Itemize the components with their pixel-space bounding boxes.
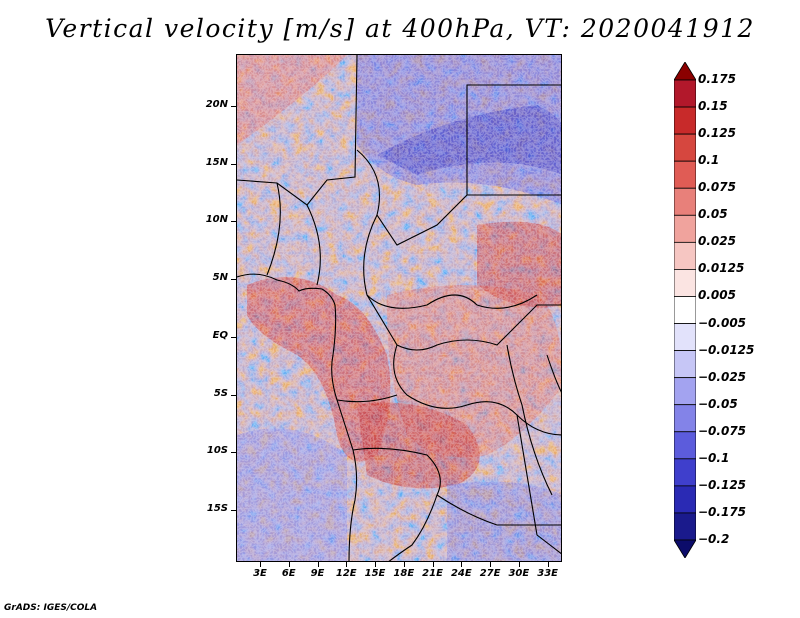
colorbar-segment <box>674 323 696 351</box>
colorbar-segment <box>674 241 696 270</box>
colorbar-segment <box>674 296 696 324</box>
colorbar-segment <box>674 485 696 514</box>
lon-tick <box>490 562 492 567</box>
lon-tick <box>461 562 463 567</box>
colorbar-segment <box>674 133 696 162</box>
colorbar-top-arrow <box>674 62 696 81</box>
country-borders <box>237 55 561 561</box>
lon-tick <box>346 562 348 567</box>
colorbar-label: 0.125 <box>698 126 736 141</box>
figure-title: Vertical velocity [m/s] at 400hPa, VT: 2… <box>45 14 755 43</box>
colorbar-segment <box>674 214 696 243</box>
colorbar-segment <box>674 512 696 541</box>
colorbar-segment <box>674 269 696 297</box>
lon-tick <box>403 562 405 567</box>
colorbar-label: −0.2 <box>698 532 730 546</box>
lon-label: 3E <box>253 568 267 579</box>
lat-tick <box>231 163 236 165</box>
lon-label: 6E <box>281 568 296 579</box>
colorbar-label: −0.0125 <box>698 342 755 357</box>
colorbar-segment <box>674 404 696 433</box>
colorbar-segment <box>674 458 696 487</box>
lon-label: 33E <box>537 568 558 579</box>
colorbar-segment <box>674 106 696 135</box>
colorbar-label: −0.025 <box>698 369 747 384</box>
lon-label: 24E <box>450 568 472 579</box>
colorbar-label: 0.005 <box>698 288 736 303</box>
colorbar-segment <box>674 377 696 406</box>
lat-label: 20N <box>205 98 228 110</box>
colorbar-segment <box>674 187 696 216</box>
colorbar-segment <box>674 431 696 460</box>
lon-tick <box>432 562 434 567</box>
colorbar-label: 0.175 <box>698 72 736 86</box>
colorbar-label: 0.075 <box>698 180 736 195</box>
colorbar-label: 0.0125 <box>698 261 745 276</box>
map-panel <box>236 54 562 562</box>
lat-tick <box>231 221 236 223</box>
colorbar-label: −0.125 <box>698 477 747 492</box>
lon-tick <box>259 562 261 567</box>
colorbar-label: 0.15 <box>698 99 728 114</box>
colorbar-label: −0.175 <box>698 504 747 519</box>
lat-label: 5S <box>213 387 228 399</box>
lat-tick <box>231 279 236 281</box>
lon-tick <box>375 562 377 567</box>
colorbar-label: −0.1 <box>698 450 730 465</box>
vertical-velocity-field <box>237 55 561 561</box>
lon-tick <box>518 562 520 567</box>
lon-tick <box>547 562 549 567</box>
colorbar <box>674 62 696 558</box>
lat-label: 10N <box>205 214 228 226</box>
lat-label: 15N <box>205 156 228 168</box>
lat-label: 5N <box>212 272 228 284</box>
lon-label: 15E <box>364 568 386 579</box>
lon-tick <box>317 562 319 567</box>
lat-label: EQ <box>212 329 228 341</box>
lon-label: 9E <box>310 568 325 579</box>
lon-label: 12E <box>335 568 357 579</box>
grads-credit: GrADS: IGES/COLA <box>4 603 98 613</box>
lon-label: 21E <box>422 568 443 579</box>
colorbar-segment <box>674 350 696 379</box>
lat-tick <box>231 452 236 454</box>
colorbar-label: 0.1 <box>698 153 720 168</box>
lat-tick <box>231 105 236 107</box>
lon-tick <box>288 562 290 567</box>
lat-tick <box>231 510 236 512</box>
lon-label: 18E <box>393 568 415 579</box>
lat-tick <box>231 394 236 396</box>
colorbar-segment <box>674 160 696 189</box>
colorbar-label: −0.005 <box>698 315 747 330</box>
lat-tick <box>231 336 236 338</box>
colorbar-label: 0.025 <box>698 234 736 249</box>
colorbar-label: −0.05 <box>698 396 738 411</box>
colorbar-label: −0.075 <box>698 423 747 438</box>
colorbar-bottom-arrow <box>674 539 696 558</box>
lon-label: 27E <box>479 568 501 579</box>
lon-label: 30E <box>508 568 530 579</box>
lat-label: 10S <box>206 445 228 457</box>
lat-label: 15S <box>206 503 228 515</box>
colorbar-label: 0.05 <box>698 207 728 222</box>
colorbar-segment <box>674 79 696 108</box>
